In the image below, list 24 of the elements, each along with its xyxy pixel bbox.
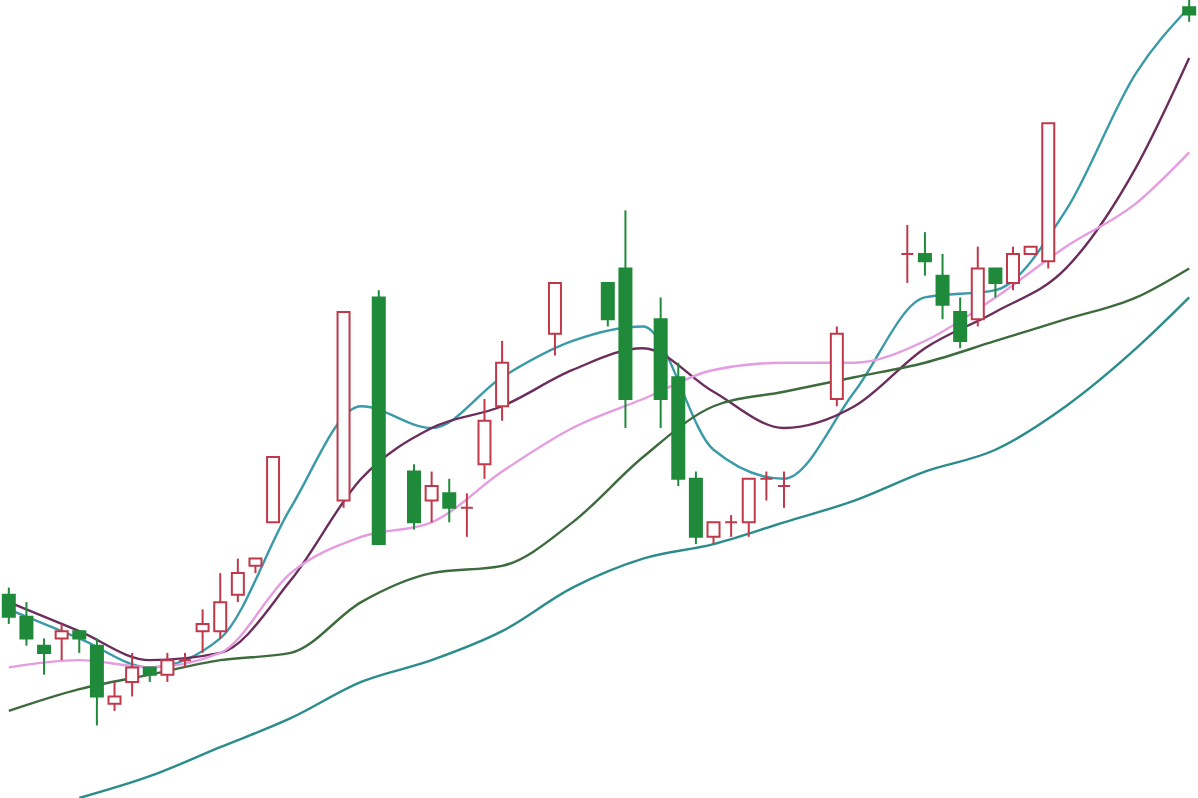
candlestick	[935, 252, 950, 321]
candlestick	[107, 680, 122, 712]
candlestick	[160, 651, 175, 683]
candlestick	[37, 637, 52, 676]
candlestick	[442, 477, 457, 524]
candlestick	[741, 477, 756, 538]
candlestick	[230, 557, 245, 604]
candlestick	[953, 296, 968, 350]
candlestick	[724, 514, 739, 538]
candlestick	[988, 267, 1003, 299]
candlestick	[917, 231, 932, 277]
candlestick	[1182, 0, 1197, 23]
candlestick	[776, 470, 791, 509]
candlestick	[459, 492, 474, 538]
candlestick	[759, 470, 774, 502]
candlestick	[1006, 245, 1021, 292]
candlestick	[477, 398, 492, 480]
candlestick	[72, 630, 87, 654]
candlestick	[424, 470, 439, 524]
candlestick	[125, 651, 140, 698]
candlestick	[706, 521, 721, 546]
candlestick	[900, 223, 915, 284]
candlestick	[54, 622, 69, 662]
candlestick	[495, 339, 510, 422]
